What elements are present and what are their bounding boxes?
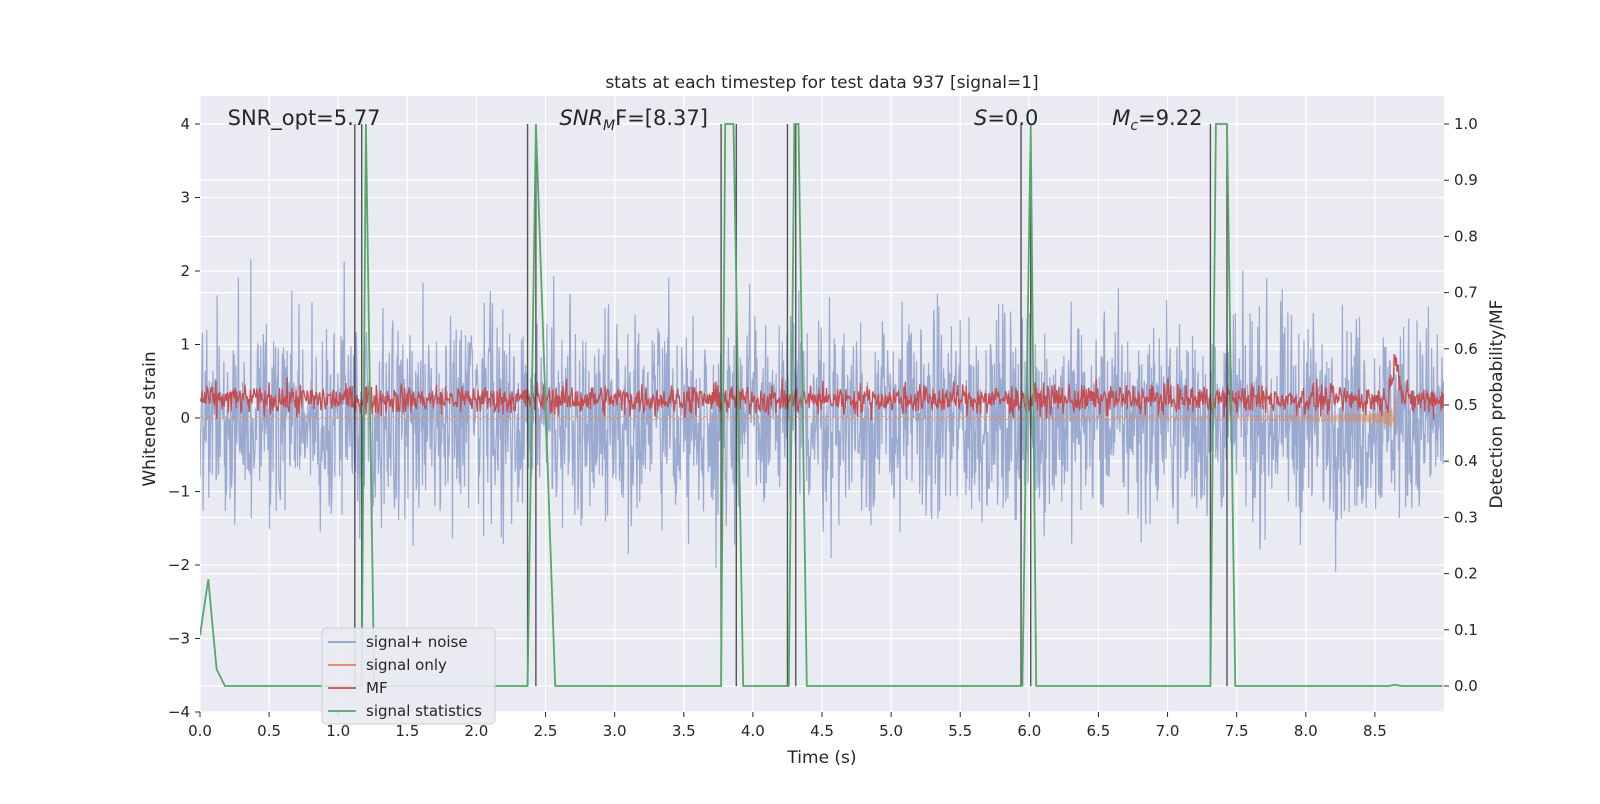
right-tick-label: 0.1 — [1454, 621, 1478, 639]
series-signal-statistics-line — [200, 123, 1443, 687]
legend-box — [321, 627, 496, 725]
bottom-tick-label: 6.0 — [1017, 722, 1041, 740]
bottom-tick-label: 8.5 — [1363, 722, 1387, 740]
bottom-tick-label: 4.0 — [741, 722, 765, 740]
bottom-tick-label: 5.5 — [948, 722, 972, 740]
clipped-series — [200, 123, 1444, 687]
y-axis-label-right: Detection probability/MF — [1487, 300, 1507, 509]
right-tick-label: 0.6 — [1454, 340, 1478, 358]
annotation-rest: =0.0 — [987, 106, 1038, 130]
left-tick-label: −3 — [168, 630, 190, 648]
bottom-tick-label: 8.0 — [1294, 722, 1318, 740]
right-tick-label: 0.0 — [1454, 677, 1478, 695]
bottom-tick-label: 1.5 — [395, 722, 419, 740]
bottom-tick-label: 7.5 — [1225, 722, 1249, 740]
annotation-text: SNR_opt=5.77 — [228, 106, 381, 131]
annotation-base: SNR — [559, 106, 603, 130]
right-tick-label: 0.2 — [1454, 565, 1478, 583]
series-signal-noise-line — [200, 259, 1444, 572]
plot-data-layer — [200, 123, 1444, 687]
y-axis-label-left: Whitened strain — [140, 351, 160, 486]
bottom-tick-label: 6.5 — [1087, 722, 1111, 740]
annotation-text: Mc=9.22 — [1112, 106, 1202, 134]
annotation-subscript: M — [603, 118, 615, 134]
series-signal-only-line — [200, 395, 1396, 436]
right-tick-label: 1.0 — [1454, 115, 1478, 133]
left-tick-label: 2 — [180, 262, 190, 280]
left-tick-label: 1 — [180, 336, 190, 354]
bottom-tick-label: 0.0 — [188, 722, 212, 740]
bottom-tick-label: 1.0 — [326, 722, 350, 740]
bottom-axis-ticks: 0.0 0.5 1.0 1.5 2.0 2.5 3.0 3.5 4.0 4.5 5.0 5.5 6.0 6… — [188, 712, 1387, 740]
left-tick-label: 0 — [180, 409, 190, 427]
right-tick-label: 0.7 — [1454, 284, 1478, 302]
annotation-text: SNRMF=[8.37] — [559, 106, 708, 134]
chart-title: stats at each timestep for test data 937… — [605, 73, 1038, 93]
left-tick-label: 4 — [180, 115, 190, 133]
legend-label: signal statistics — [366, 702, 482, 720]
right-tick-label: 0.8 — [1454, 227, 1478, 245]
left-tick-label: −1 — [168, 483, 190, 501]
annotation-rest: =9.22 — [1138, 106, 1202, 130]
bottom-tick-label: 4.5 — [810, 722, 834, 740]
right-axis-ticks: 1.0 0.9 0.8 0.7 0.6 0.5 0.4 0.3 0.2 0.1 0.0 — [1444, 115, 1478, 695]
bottom-tick-label: 2.5 — [534, 722, 558, 740]
annotation-base: M — [1112, 106, 1130, 130]
annotations: SNR_opt=5.77 SNRMF=[8.37] S=0.0 Mc=9.22 — [228, 106, 1203, 134]
series-mf-line — [200, 353, 1444, 421]
left-tick-label: 3 — [180, 189, 190, 207]
legend-label: signal+ noise — [366, 633, 468, 651]
annotation-base: S — [974, 106, 987, 130]
legend-label: MF — [366, 679, 388, 697]
x-axis-label: Time (s) — [786, 748, 856, 768]
annotation-subscript: c — [1130, 118, 1138, 134]
legend: signal+ noise signal only MF signal statist… — [321, 627, 496, 725]
bottom-tick-label: 5.0 — [879, 722, 903, 740]
annotation-rest: F=[8.37] — [615, 106, 708, 130]
right-tick-label: 0.3 — [1454, 508, 1478, 526]
bottom-tick-label: 2.0 — [465, 722, 489, 740]
bottom-tick-label: 7.0 — [1156, 722, 1180, 740]
left-axis-ticks: 4 3 2 1 0 −1 −2 −3 −4 — [168, 115, 200, 721]
bottom-tick-label: 3.0 — [603, 722, 627, 740]
right-tick-label: 0.5 — [1454, 396, 1478, 414]
bottom-tick-label: 0.5 — [257, 722, 281, 740]
left-tick-label: −4 — [168, 703, 190, 721]
right-tick-label: 0.4 — [1454, 452, 1478, 470]
right-tick-label: 0.9 — [1454, 171, 1478, 189]
annotation-text: S=0.0 — [974, 106, 1038, 130]
legend-label: signal only — [366, 656, 447, 674]
left-tick-label: −2 — [168, 556, 190, 574]
bottom-tick-label: 3.5 — [672, 722, 696, 740]
